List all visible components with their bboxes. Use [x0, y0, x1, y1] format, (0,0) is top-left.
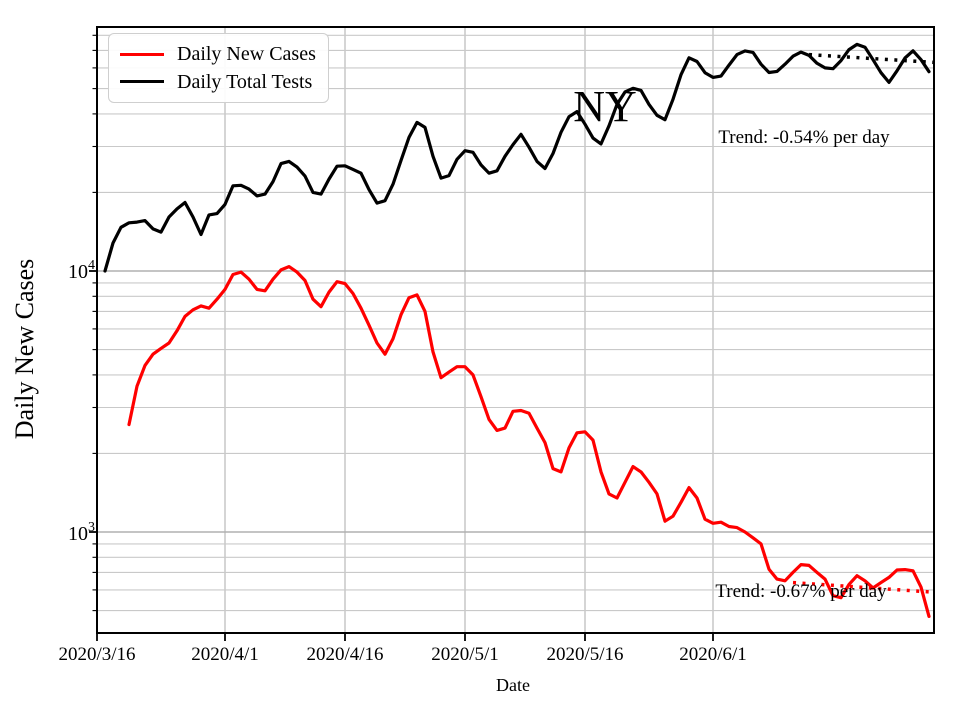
legend-item-daily-total-tests: Daily Total Tests	[120, 72, 328, 92]
legend-label: Daily Total Tests	[177, 70, 313, 93]
y-tick-label-1e4: 104	[68, 258, 95, 283]
legend-line-sample-black	[120, 79, 164, 84]
trend-dotted-tests-trend	[808, 52, 934, 65]
legend: Daily New Cases Daily Total Tests	[108, 33, 329, 103]
legend-label: Daily New Cases	[177, 43, 316, 66]
x-tick-label: 2020/5/1	[431, 644, 499, 665]
x-tick-label: 2020/4/16	[306, 644, 383, 665]
grid-layer	[96, 27, 934, 633]
x-tick-label: 2020/6/1	[679, 644, 747, 665]
series-layer	[103, 42, 931, 619]
y-axis-title: Daily New Cases	[10, 259, 39, 440]
x-tick-label: 2020/3/16	[58, 644, 135, 665]
x-axis-title: Date	[496, 675, 530, 695]
series-line-daily-new-cases	[127, 265, 931, 619]
x-tick-label: 2020/4/1	[191, 644, 259, 665]
legend-item-daily-new-cases: Daily New Cases	[120, 44, 328, 64]
state-annotation: NY	[573, 82, 637, 131]
plot-border	[96, 26, 935, 634]
trend-layer	[792, 52, 934, 594]
x-tick-label: 2020/5/16	[546, 644, 623, 665]
tests-trend-annotation: Trend: -0.54% per day	[718, 127, 890, 148]
legend-line-sample-red	[120, 52, 164, 57]
y-tick-label-1e3: 103	[68, 520, 95, 545]
series-line-daily-total-tests	[103, 42, 931, 273]
cases-trend-annotation: Trend: -0.67% per day	[715, 581, 887, 602]
